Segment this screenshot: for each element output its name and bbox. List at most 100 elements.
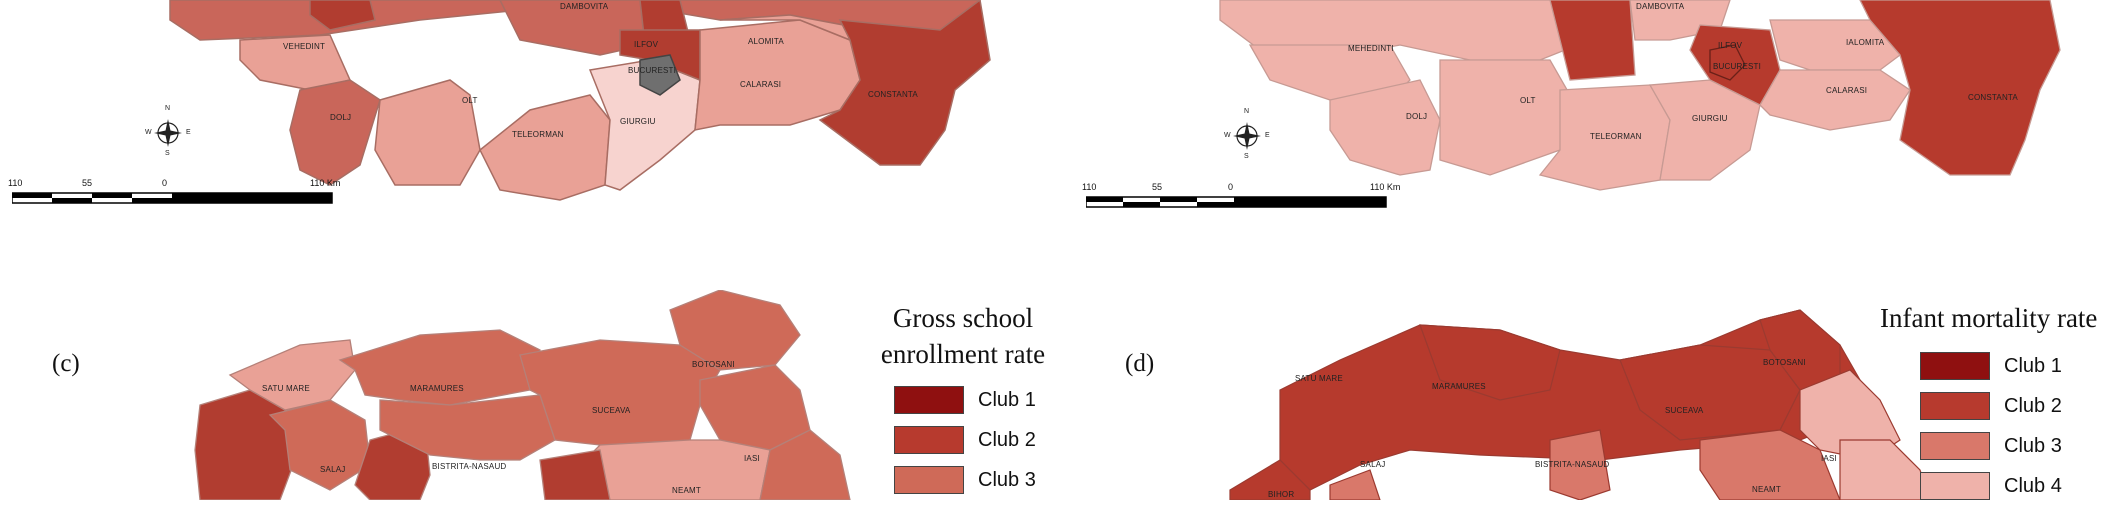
county-label: BIHOR (1268, 490, 1295, 499)
county-bucuresti (1709, 44, 1746, 81)
county-label: SATU MARE (262, 384, 310, 393)
legend-item: Club 4 (1920, 466, 2128, 506)
county-label: BUCURESTI (1713, 62, 1762, 71)
county-region-maramures (1419, 324, 1561, 401)
county-region-east-edge (759, 429, 851, 500)
legend-item: Club 3 (1920, 426, 2128, 466)
county-region-suceava (1619, 344, 1801, 441)
county-region-olt (374, 79, 481, 186)
map-panel-b: DAMBOVITA MEHEDINTI ILFOV IALOMITA BUCUR… (1070, 0, 2128, 230)
legend-title: Gross school (892, 303, 1034, 333)
legend-item: Club 1 (1920, 346, 2128, 386)
legend-label: Club 3 (978, 468, 1036, 491)
county-label: TELEORMAN (1590, 132, 1642, 141)
county-label: SUCEAVA (1665, 406, 1704, 415)
legend-swatch (1920, 352, 1990, 380)
county-label: DAMBOVITA (560, 2, 609, 11)
county-label: ILFOV (1718, 41, 1743, 50)
legend-d: Infant mortality rate Club 1 Club 2 Club… (1860, 300, 2128, 506)
legend-c: Gross school enrollment rate Club 1 Club… (848, 300, 1078, 500)
county-label: BOTOSANI (1763, 358, 1806, 367)
county-region-calarasi (1759, 69, 1911, 131)
county-label: CALARASI (740, 80, 782, 89)
county-label: CALARASI (1826, 86, 1868, 95)
county-region-dark-top (309, 0, 376, 31)
legend-label: Club 4 (2004, 474, 2062, 497)
county-label: GIURGIU (620, 117, 656, 126)
county-label: VEHEDINT (283, 42, 326, 51)
compass-letter: S (1244, 153, 1249, 160)
choropleth-map-d (1229, 309, 1931, 500)
county-region-teleorman (479, 94, 611, 201)
legend-items: Club 1 Club 2 Club 3 (848, 372, 1078, 500)
north-arrow: N W E S (1222, 108, 1272, 163)
county-region-iasi (699, 364, 811, 451)
legend-label: Club 1 (978, 388, 1036, 411)
scale-bar: 110 55 0 110 Km (1082, 182, 1404, 212)
county-region-constanta (1859, 0, 2061, 176)
county-label: BISTRITA-NASAUD (1535, 460, 1610, 469)
compass-rose-icon (1233, 122, 1261, 150)
choropleth-map-a (169, 0, 991, 201)
legend-label: Club 2 (978, 428, 1036, 451)
county-label: SATU MARE (1295, 374, 1343, 383)
map-panel-c: (c) SATU MARE MARAMURES BOTOSANI SUCEAVA… (0, 290, 1080, 500)
choropleth-map-c (194, 290, 851, 500)
legend-item: Club 2 (894, 420, 1078, 460)
county-label: ILFOV (634, 40, 659, 49)
legend-swatch (1920, 432, 1990, 460)
scale-tick-label: 55 (1152, 182, 1163, 192)
county-region-satu-mare (228, 339, 356, 411)
county-label: IASI (744, 454, 760, 463)
county-region-bistrita-nasaud (379, 394, 556, 461)
legend-title: Infant mortality rate (1880, 303, 2098, 333)
county-label: SALAJ (1360, 460, 1386, 469)
county-label: CONSTANTA (868, 90, 918, 99)
choropleth-map-b (1219, 0, 2061, 191)
county-label: SUCEAVA (592, 406, 631, 415)
county-region-small-light (1329, 469, 1381, 500)
legend-items: Club 1 Club 2 Club 3 Club 4 (1860, 336, 2128, 506)
legend-swatch (894, 386, 964, 414)
county-label: BOTOSANI (692, 360, 735, 369)
county-label: DOLJ (1406, 112, 1428, 121)
county-label: MARAMURES (410, 384, 464, 393)
county-region-mid-light (1549, 429, 1611, 500)
legend-swatch (894, 466, 964, 494)
scale-tick-label: 110 (1082, 182, 1097, 192)
county-label: MARAMURES (1432, 382, 1486, 391)
county-label: DAMBOVITA (1636, 2, 1685, 11)
scale-bar: 110 55 0 110 Km (8, 178, 350, 208)
panel-letter: (c) (52, 350, 80, 377)
scale-bar-graphic (1086, 196, 1387, 208)
county-label: SALAJ (320, 465, 346, 474)
scale-tick-label: 0 (1228, 182, 1234, 192)
compass-letter: E (1265, 132, 1270, 139)
panel-letter: (d) (1125, 350, 1155, 377)
legend-label: Club 1 (2004, 354, 2062, 377)
county-label: CONSTANTA (1968, 93, 2018, 102)
county-region-neamt (1699, 429, 1841, 500)
map-panel-d: (d) SATU MARE MARAMURES BOTOSANI SUCEAVA… (1080, 290, 2128, 500)
county-label: BISTRITA-NASAUD (432, 462, 507, 471)
compass-letter: E (186, 129, 191, 136)
county-label: NEAMT (1752, 485, 1781, 494)
county-label: OLT (462, 96, 478, 105)
compass-letter: N (165, 105, 171, 112)
county-label: GIURGIU (1692, 114, 1728, 123)
county-label: TELEORMAN (512, 130, 564, 139)
legend-title: enrollment rate (880, 339, 1046, 369)
compass-letter: N (1244, 108, 1250, 115)
county-region-small-dark (539, 449, 611, 500)
county-label: NEAMT (672, 486, 701, 495)
legend-item: Club 1 (894, 380, 1078, 420)
county-region-dark-mid (1549, 0, 1636, 81)
map-panel-a: DAMBOVITA VEHEDINT ILFOV ALOMITA BUCURES… (0, 0, 1000, 230)
compass-letter: W (145, 129, 152, 136)
county-region-olt (1439, 59, 1571, 176)
compass-letter: S (165, 150, 170, 157)
scale-tick-label: 110 (8, 178, 23, 188)
legend-label: Club 3 (2004, 434, 2062, 457)
legend-swatch (1920, 472, 1990, 500)
county-label: DOLJ (330, 113, 352, 122)
